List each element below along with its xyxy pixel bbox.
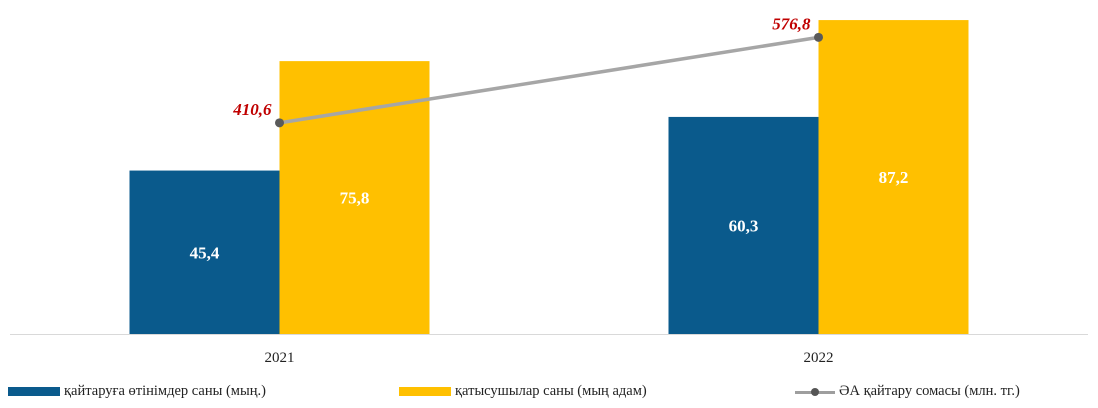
bar-participants-2022 — [818, 20, 969, 335]
legend-swatch-participants — [399, 387, 451, 396]
legend-label-applications: қайтаруға өтінімдер саны (мың.) — [64, 383, 266, 399]
bar-applications-2022 — [668, 116, 819, 334]
line-point — [814, 32, 823, 42]
bar-data-label: 45,4 — [190, 243, 220, 262]
bar-data-label: 87,2 — [879, 168, 909, 187]
chart-legend: қайтаруға өтінімдер саны (мың.) қатысушы… — [0, 383, 1098, 405]
bar-participants-2021 — [279, 61, 430, 335]
refund-amount-line — [279, 35, 819, 125]
bar-data-label: 75,8 — [340, 189, 370, 208]
bar-data-label: 60,3 — [729, 216, 759, 235]
legend-item-participants: қатысушылар саны (мың адам) — [399, 383, 647, 400]
legend-item-applications: қайтаруға өтінімдер саны (мың.) — [8, 383, 266, 400]
bar-applications-2021 — [129, 170, 280, 334]
legend-label-participants: қатысушылар саны (мың адам) — [455, 383, 647, 399]
x-tick-label: 2022 — [804, 350, 834, 366]
line-data-label: 576,8 — [772, 14, 811, 33]
line-data-label: 410,6 — [232, 100, 272, 119]
chart-canvas: 45,4 75,8 2021 60,3 87,2 2022 410,6 576,8 — [10, 14, 1088, 366]
legend-swatch-applications — [8, 387, 60, 396]
x-tick-label: 2021 — [265, 350, 295, 366]
line-point — [275, 118, 284, 128]
legend-item-refund-amount: ӘА қайтару сомасы (млн. тг.) — [795, 383, 1020, 400]
legend-label-refund-amount: ӘА қайтару сомасы (млн. тг.) — [839, 383, 1020, 399]
legend-line-marker-icon — [795, 386, 835, 398]
